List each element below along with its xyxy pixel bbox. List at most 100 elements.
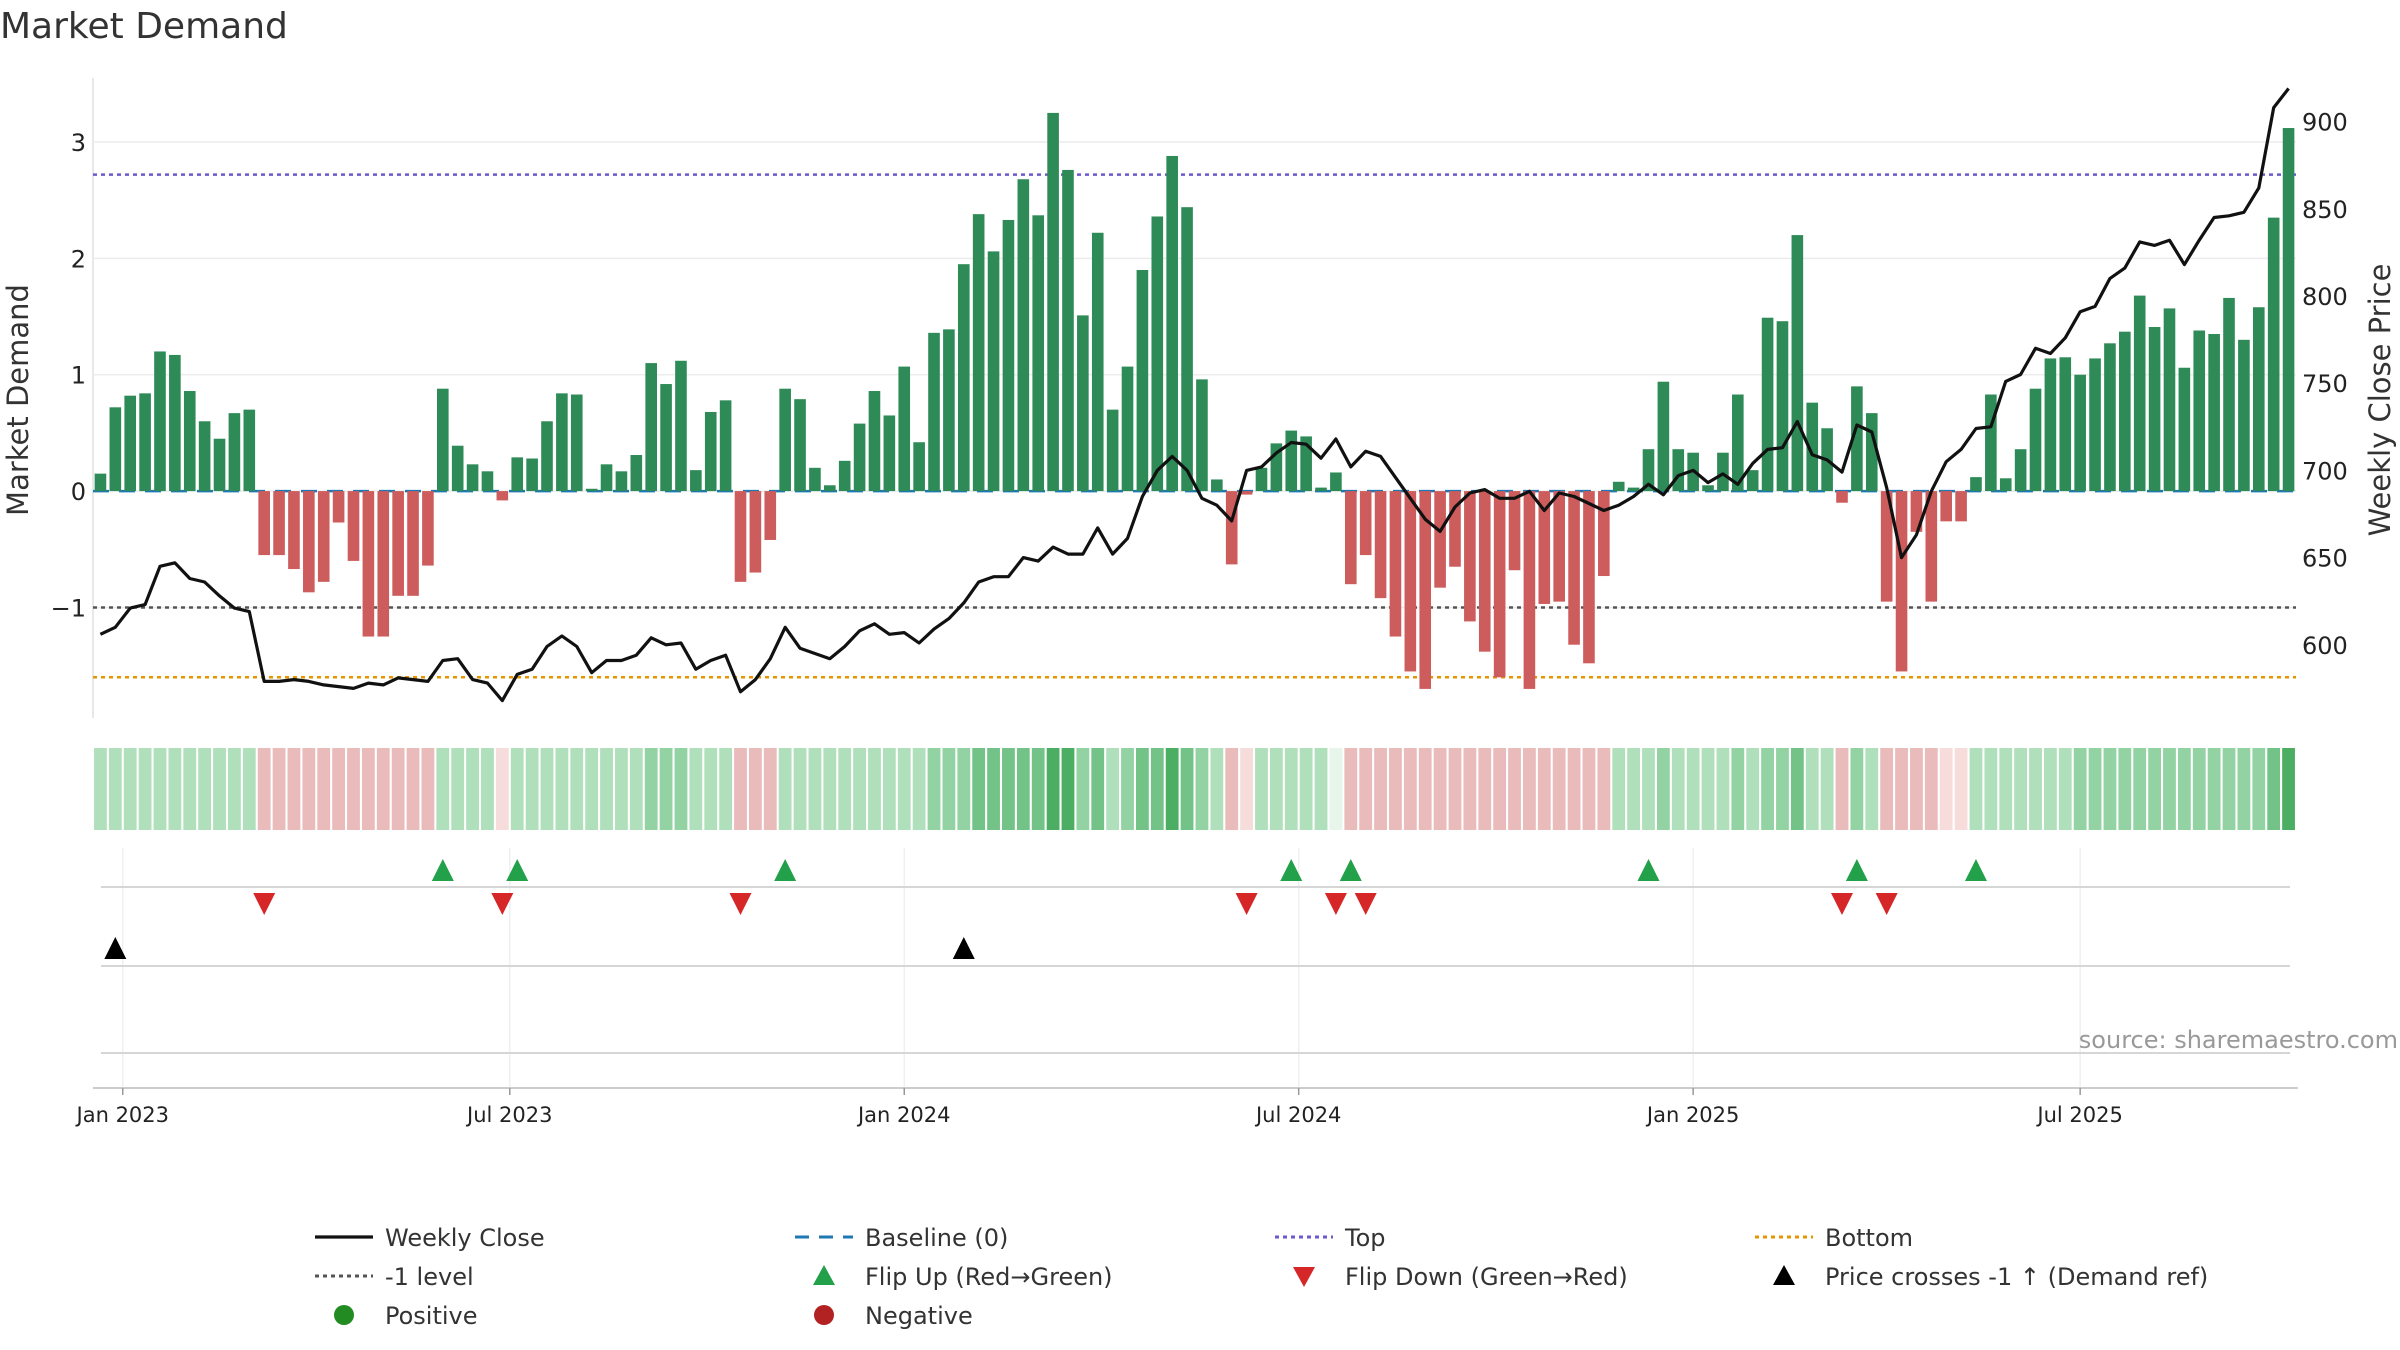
- heat-cell: [361, 748, 375, 830]
- heat-cell: [495, 748, 509, 830]
- reference-lines: [93, 173, 2296, 679]
- demand-bar: [1091, 232, 1104, 492]
- heat-cell: [600, 748, 613, 830]
- legend-item: Flip Down (Green→Red): [1293, 1263, 1628, 1291]
- heat-cell: [793, 748, 807, 830]
- heat-cell: [1210, 748, 1224, 830]
- demand-bar: [1970, 477, 1982, 492]
- heat-cell: [2222, 748, 2236, 830]
- demand-bar: [1404, 491, 1417, 672]
- heat-cell: [2088, 748, 2102, 830]
- heat-cell: [2043, 748, 2057, 830]
- heat-cell: [1002, 748, 1015, 830]
- heat-cell: [525, 748, 539, 830]
- demand-bar: [2044, 358, 2057, 492]
- demand-bar: [1895, 491, 1908, 672]
- heat-cell: [1403, 748, 1417, 830]
- demand-bar: [1255, 467, 1268, 492]
- heat-cell: [763, 748, 777, 830]
- heat-cell: [2237, 748, 2251, 830]
- heat-cell: [257, 748, 271, 830]
- heat-cell: [570, 748, 584, 830]
- chart-title: Market Demand: [0, 6, 288, 47]
- demand-bar: [1538, 491, 1551, 604]
- demand-bar: [1732, 394, 1744, 492]
- heat-cell: [957, 748, 971, 830]
- flip-up-marker: [1964, 859, 1987, 881]
- demand-bar: [1359, 491, 1372, 556]
- demand-bar: [645, 363, 657, 492]
- heat-cell: [391, 748, 405, 830]
- demand-bar: [169, 354, 181, 492]
- right-tick-label: 650: [2302, 545, 2348, 573]
- demand-bar: [883, 415, 896, 492]
- demand-bar: [511, 457, 524, 492]
- right-tick-label: 800: [2302, 283, 2348, 311]
- demand-bar: [288, 491, 300, 570]
- demand-bar: [317, 491, 330, 582]
- heat-cell: [510, 748, 524, 830]
- right-tick-label: 750: [2302, 370, 2348, 398]
- demand-bar: [466, 464, 479, 492]
- demand-bar: [1211, 479, 1223, 492]
- heat-cell: [1061, 748, 1075, 830]
- demand-bar: [1062, 169, 1074, 492]
- demand-bar: [1657, 381, 1670, 492]
- heat-cell: [1091, 748, 1105, 830]
- demand-bar: [1002, 219, 1015, 492]
- demand-bar: [1865, 413, 1878, 492]
- demand-bar: [1032, 215, 1045, 492]
- heat-cell: [481, 748, 494, 830]
- demand-bar: [1925, 491, 1938, 602]
- demand-bar: [2223, 297, 2235, 492]
- demand-bar: [2029, 388, 2042, 492]
- heat-cell: [942, 748, 956, 830]
- demand-bar: [436, 388, 449, 492]
- heat-cell: [912, 748, 926, 830]
- demand-bar: [1791, 235, 1804, 492]
- demand-bar: [600, 464, 613, 492]
- demand-bar: [1776, 321, 1789, 492]
- right-tick-label: 600: [2302, 632, 2348, 660]
- legend-swatch: [1293, 1267, 1315, 1287]
- demand-bar: [2193, 330, 2206, 492]
- right-tick-label: 700: [2302, 457, 2348, 485]
- demand-bar: [1627, 487, 1640, 492]
- heat-cell: [1418, 748, 1432, 830]
- heat-cell: [1240, 748, 1253, 830]
- demand-bar: [1389, 491, 1402, 637]
- demand-bar: [1568, 491, 1580, 645]
- heat-cell: [168, 748, 182, 830]
- demand-bar: [1940, 491, 1953, 522]
- flip-up-marker: [506, 859, 529, 881]
- right-tick-label: 900: [2302, 109, 2348, 137]
- heat-cell: [1567, 748, 1581, 830]
- heat-cell: [1537, 748, 1551, 830]
- heat-cell: [1850, 748, 1864, 830]
- flip-up-marker: [774, 859, 797, 881]
- date-tick-label: Jul 2023: [465, 1103, 552, 1127]
- demand-bar: [526, 458, 538, 492]
- heat-cell: [347, 748, 360, 830]
- legend-label: Flip Down (Green→Red): [1345, 1263, 1628, 1291]
- demand-bar: [704, 411, 717, 492]
- demand-bar: [764, 491, 777, 540]
- demand-bar: [2163, 308, 2176, 492]
- heat-cell: [1552, 748, 1566, 830]
- demand-bar: [1240, 491, 1253, 495]
- heat-cell: [615, 748, 628, 830]
- flip-down-marker: [729, 893, 752, 915]
- heat-cell: [868, 748, 881, 830]
- grid: [92, 78, 2296, 1088]
- demand-bar: [392, 491, 404, 596]
- heat-cell: [1478, 748, 1492, 830]
- demand-bar: [1746, 470, 1759, 492]
- demand-bar: [779, 388, 791, 492]
- heat-cell: [674, 748, 688, 830]
- heat-cell: [897, 748, 911, 830]
- demand-bar: [2104, 343, 2116, 492]
- heat-cell: [704, 748, 718, 830]
- heat-cell: [406, 748, 420, 830]
- heat-cell: [1761, 748, 1774, 830]
- demand-bar: [139, 393, 151, 492]
